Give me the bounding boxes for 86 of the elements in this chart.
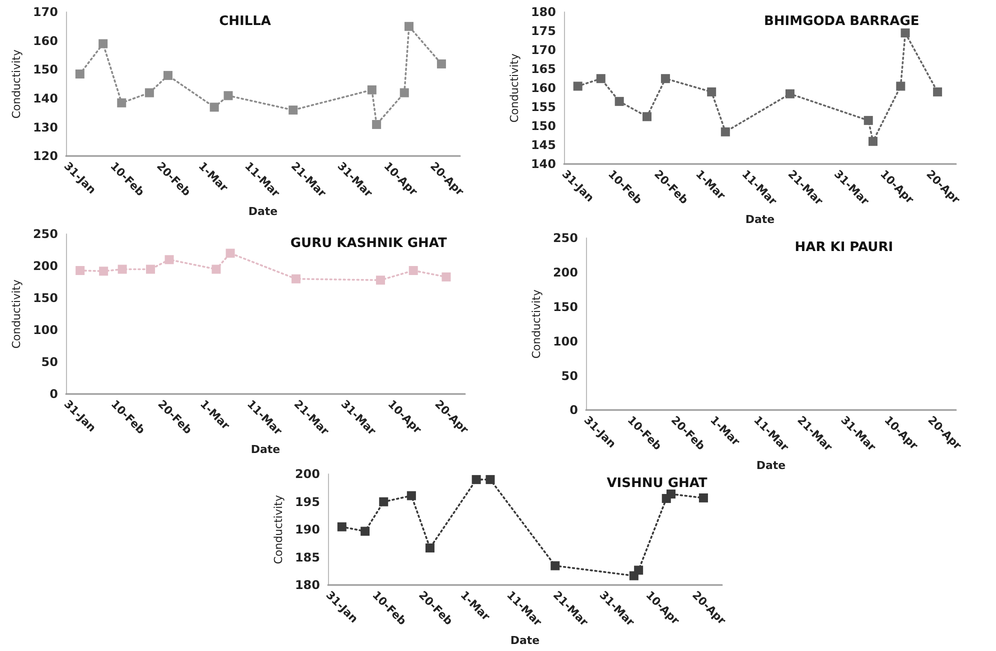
chart-title: HAR KI PAURI — [794, 240, 894, 255]
point — [573, 82, 582, 91]
y-tick-label: 150 — [552, 300, 578, 314]
y-tick-label: 50 — [561, 368, 578, 383]
chart-title: VISHNU GHAT — [606, 476, 708, 491]
point — [550, 561, 560, 570]
y-tick-label: 155 — [530, 100, 556, 114]
x-axis-title: Date — [756, 459, 786, 472]
point — [118, 264, 127, 274]
y-tick-label: 180 — [294, 578, 320, 592]
point — [163, 70, 172, 80]
y-tick-label: 160 — [32, 34, 58, 48]
point — [698, 493, 708, 502]
point — [406, 491, 416, 500]
y-tick-label: 180 — [530, 5, 556, 19]
point — [99, 266, 108, 276]
point — [144, 88, 154, 98]
y-tick-label: 200 — [552, 265, 578, 280]
point — [634, 566, 644, 575]
y-tick-label: 140 — [32, 92, 58, 106]
y-axis-title: Conductivity — [530, 289, 543, 359]
y-tick-label: 145 — [530, 138, 556, 152]
point — [900, 28, 910, 38]
point — [596, 74, 606, 84]
point — [666, 490, 676, 499]
point — [408, 266, 418, 276]
point — [376, 276, 386, 285]
point — [660, 74, 670, 84]
y-tick-label: 150 — [32, 291, 58, 306]
y-tick-label: 185 — [294, 550, 320, 564]
y-axis-title: Conductivity — [272, 494, 285, 564]
point — [864, 116, 873, 125]
y-tick-label: 160 — [530, 81, 556, 96]
point — [367, 85, 376, 94]
chart-title: CHILLA — [219, 14, 271, 29]
y-tick-label: 250 — [552, 231, 578, 245]
point — [404, 22, 414, 31]
chart-title: GURU KASHNIK GHAT — [290, 236, 447, 251]
x-axis-title: Date — [250, 443, 280, 456]
y-tick-label: 200 — [294, 467, 320, 481]
y-tick-label: 190 — [294, 522, 320, 537]
point — [896, 82, 906, 91]
point — [292, 274, 301, 284]
y-tick-label: 250 — [32, 227, 58, 241]
point — [436, 59, 446, 68]
x-axis-title: Date — [248, 205, 278, 218]
point — [400, 88, 409, 98]
point — [98, 39, 108, 48]
point — [614, 96, 624, 106]
y-tick-label: 170 — [32, 5, 58, 19]
point — [868, 136, 878, 146]
point — [360, 526, 370, 536]
point — [379, 497, 388, 506]
point — [372, 120, 382, 129]
y-axis-title: Conductivity — [508, 53, 521, 123]
x-axis-title: Date — [510, 634, 540, 647]
chart-title: BHIMGODA BARRAGE — [764, 14, 920, 29]
point — [76, 266, 85, 276]
y-tick-label: 150 — [530, 119, 556, 134]
y-tick-label: 130 — [32, 120, 58, 134]
y-axis-title: Conductivity — [10, 49, 23, 119]
y-tick-label: 200 — [32, 259, 58, 274]
y-tick-label: 120 — [32, 149, 58, 164]
y-tick-label: 100 — [32, 323, 58, 338]
point — [164, 255, 174, 264]
y-axis-title: Conductivity — [10, 279, 23, 349]
y-tick-label: 50 — [41, 355, 58, 370]
point — [288, 106, 298, 115]
y-tick-label: 150 — [32, 62, 58, 77]
y-tick-label: 100 — [552, 334, 578, 348]
y-tick-label: 175 — [530, 24, 556, 38]
y-tick-label: 165 — [530, 62, 556, 76]
y-tick-label: 0 — [50, 387, 58, 402]
point — [75, 70, 84, 79]
point — [117, 98, 126, 108]
y-tick-label: 195 — [294, 494, 320, 509]
point — [425, 543, 434, 552]
y-tick-label: 170 — [530, 43, 556, 58]
point — [337, 522, 346, 532]
y-tick-label: 140 — [530, 157, 556, 172]
point — [146, 264, 155, 274]
point — [442, 272, 451, 282]
point — [642, 112, 652, 122]
y-tick-label: 0 — [570, 403, 578, 418]
point — [933, 87, 942, 96]
x-axis-title: Date — [745, 213, 775, 226]
